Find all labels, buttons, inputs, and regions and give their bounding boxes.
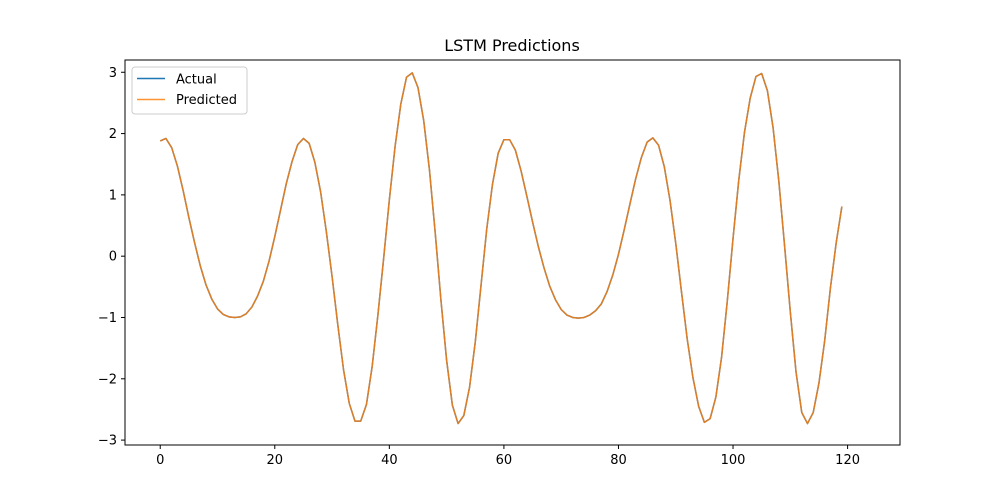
legend-label-actual: Actual: [176, 73, 217, 88]
x-tick-label: 100: [721, 453, 746, 468]
legend-label-predicted: Predicted: [176, 93, 237, 108]
y-tick-label: −2: [98, 372, 117, 387]
series-line-actual: [159, 72, 843, 425]
series-line-predicted: [159, 72, 843, 425]
x-tick-label: 80: [610, 453, 627, 468]
x-tick-label: 20: [267, 453, 284, 468]
x-tick-label: 120: [835, 453, 860, 468]
y-tick-label: 1: [109, 188, 117, 203]
x-tick-label: 0: [156, 453, 164, 468]
x-tick-label: 40: [381, 453, 398, 468]
y-tick-label: 3: [109, 66, 117, 81]
chart-title: LSTM Predictions: [444, 36, 580, 55]
y-tick-label: −3: [98, 434, 117, 449]
x-axis: 0 20 40 60 80 100 120: [156, 445, 860, 468]
series-layer: [159, 72, 843, 425]
plot-frame: [124, 59, 901, 446]
y-tick-label: 0: [109, 250, 117, 265]
x-tick-label: 60: [496, 453, 513, 468]
y-tick-label: −1: [98, 311, 117, 326]
y-tick-label: 2: [109, 127, 117, 142]
legend: Actual Predicted: [131, 66, 248, 115]
y-axis: −3 −2 −1 0 1 2 3: [98, 66, 125, 449]
